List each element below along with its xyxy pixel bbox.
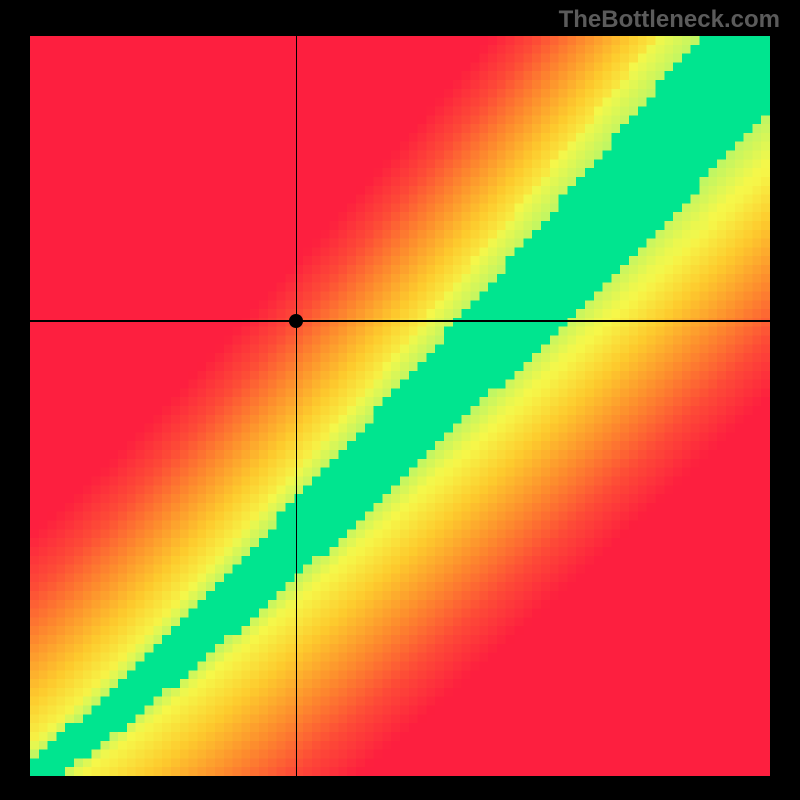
crosshair-vertical xyxy=(296,36,298,776)
watermark-text: TheBottleneck.com xyxy=(559,6,780,34)
crosshair-horizontal xyxy=(30,320,770,322)
chart-container: TheBottleneck.com xyxy=(0,0,800,800)
bottleneck-heatmap xyxy=(30,36,770,776)
